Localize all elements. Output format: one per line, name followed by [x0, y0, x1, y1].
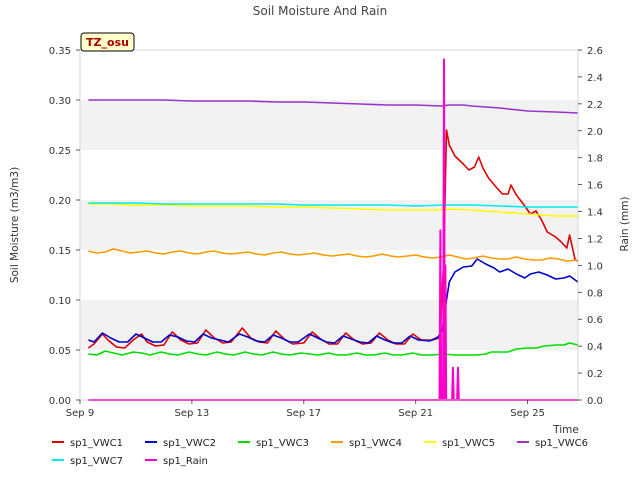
y-left-tick-label: 0.05 [49, 346, 71, 357]
x-tick-label: Sep 13 [175, 408, 210, 419]
right-axis: 0.0 0.2 0.4 0.6 0.8 1.0 1.2 1.4 1.6 1.8 2.0 2.2 2.4 2… [578, 46, 603, 407]
legend-item: sp1_VWC7 [52, 456, 123, 467]
legend-label: sp1_VWC3 [256, 438, 309, 449]
y-right-tick-label: 0.4 [587, 342, 603, 353]
grid-bands [80, 100, 578, 350]
y-left-tick-label: 0.30 [49, 96, 71, 107]
y-right-tick-label: 2.6 [587, 46, 603, 57]
series-line-sp1-vwc3 [88, 342, 579, 356]
series-line-sp1-vwc6 [88, 99, 579, 114]
y-right-tick-label: 1.2 [587, 234, 603, 245]
y-left-tick-label: 0.20 [49, 196, 71, 207]
legend-item: sp1_VWC1 [52, 438, 123, 449]
legend-item: sp1_Rain [145, 456, 208, 467]
y-left-tick-label: 0.00 [49, 396, 71, 407]
grid-band [80, 100, 578, 150]
x-tick-label: Sep 21 [398, 408, 433, 419]
y-left-tick-label: 0.25 [49, 146, 71, 157]
plot-frame [79, 49, 579, 401]
legend-label: sp1_VWC5 [442, 438, 495, 449]
legend-label: sp1_Rain [163, 456, 208, 467]
legend-label: sp1_VWC2 [163, 438, 216, 449]
x-tick-label: Sep 9 [66, 408, 94, 419]
legend-label: sp1_VWC1 [70, 438, 123, 449]
legend-item: sp1_VWC6 [517, 438, 588, 449]
y-right-tick-label: 0.8 [587, 288, 603, 299]
legend-label: sp1_VWC4 [349, 438, 402, 449]
series-lines [87, 58, 579, 401]
x-tick-label: Sep 25 [510, 408, 545, 419]
y-axis-label-right: Rain (mm) [619, 196, 631, 251]
x-axis-label: Time [552, 424, 579, 436]
y-right-tick-label: 2.2 [587, 100, 603, 111]
y-left-tick-label: 0.15 [49, 246, 71, 257]
y-right-tick-label: 1.6 [587, 181, 603, 192]
y-right-tick-label: 1.4 [587, 208, 603, 219]
site-label: TZ_osu [86, 36, 129, 49]
legend-item: sp1_VWC4 [331, 438, 402, 449]
y-right-tick-label: 0.0 [587, 396, 603, 407]
series-line-sp1-vwc5 [88, 203, 578, 217]
y-right-tick-label: 2.4 [587, 73, 603, 84]
legend-label: sp1_VWC6 [535, 438, 588, 449]
y-left-tick-label: 0.10 [49, 296, 71, 307]
x-axis: Sep 9 Sep 13 Sep 17 Sep 21 Sep 25 [66, 400, 545, 419]
series-line-sp1-vwc2 [88, 258, 579, 344]
legend-item: sp1_VWC2 [145, 438, 216, 449]
y-right-tick-label: 0.2 [587, 369, 603, 380]
y-right-tick-label: 1.0 [587, 261, 603, 272]
legend-item: sp1_VWC5 [424, 438, 495, 449]
y-left-tick-label: 0.35 [49, 46, 71, 57]
legend: sp1_VWC1 sp1_VWC2 sp1_VWC3 sp1_VWC4 sp1_VWC5… [52, 438, 588, 467]
legend-item: sp1_VWC3 [238, 438, 309, 449]
y-axis-label-left: Soil Moisture (m3/m3) [9, 167, 21, 283]
site-label-box: TZ_osu [80, 32, 135, 52]
series-line-sp1-rain [88, 58, 578, 401]
legend-label: sp1_VWC7 [70, 456, 123, 467]
series-line-sp1-vwc4 [88, 248, 579, 262]
chart-title: Soil Moisture And Rain [253, 4, 388, 18]
y-right-tick-label: 2.0 [587, 127, 603, 138]
left-axis: 0.00 0.05 0.10 0.15 0.20 0.25 0.30 0.35 [49, 46, 80, 407]
y-right-tick-label: 0.6 [587, 315, 603, 326]
series-line-sp1-vwc7 [88, 202, 578, 208]
x-tick-label: Sep 17 [286, 408, 321, 419]
y-right-tick-label: 1.8 [587, 154, 603, 165]
